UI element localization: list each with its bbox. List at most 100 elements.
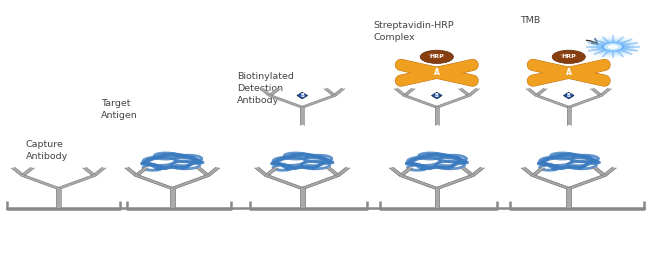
Polygon shape	[135, 175, 174, 189]
Polygon shape	[336, 167, 350, 176]
Circle shape	[425, 52, 448, 61]
Polygon shape	[259, 88, 272, 96]
Circle shape	[428, 53, 436, 56]
Circle shape	[604, 43, 622, 50]
Polygon shape	[56, 188, 61, 208]
Polygon shape	[521, 167, 535, 176]
Polygon shape	[268, 95, 304, 108]
Text: Streptavidin-HRP
Complex: Streptavidin-HRP Complex	[374, 21, 454, 42]
Polygon shape	[135, 167, 148, 176]
Polygon shape	[300, 188, 304, 208]
Polygon shape	[403, 95, 438, 108]
Polygon shape	[399, 167, 413, 176]
Text: HRP: HRP	[430, 54, 444, 59]
Polygon shape	[171, 175, 209, 189]
Polygon shape	[603, 167, 616, 176]
Polygon shape	[265, 167, 278, 176]
Polygon shape	[531, 167, 545, 176]
Polygon shape	[297, 92, 307, 99]
Polygon shape	[300, 107, 304, 125]
Polygon shape	[196, 167, 210, 176]
Circle shape	[560, 53, 568, 56]
Circle shape	[596, 40, 630, 54]
Polygon shape	[458, 88, 471, 96]
Polygon shape	[526, 88, 538, 96]
Text: Target
Antigen: Target Antigen	[101, 99, 138, 120]
Polygon shape	[532, 175, 570, 189]
Polygon shape	[170, 188, 174, 208]
Polygon shape	[326, 167, 340, 176]
Polygon shape	[567, 107, 571, 125]
Polygon shape	[599, 88, 612, 96]
Polygon shape	[461, 167, 474, 176]
Circle shape	[601, 42, 625, 51]
Polygon shape	[170, 188, 174, 208]
Polygon shape	[336, 167, 350, 176]
Text: B: B	[567, 93, 571, 98]
Polygon shape	[301, 175, 339, 189]
Circle shape	[608, 45, 618, 49]
Polygon shape	[564, 92, 574, 99]
Polygon shape	[403, 88, 415, 96]
Polygon shape	[21, 175, 60, 189]
Polygon shape	[436, 95, 471, 108]
Polygon shape	[471, 167, 484, 176]
Polygon shape	[265, 175, 304, 189]
Polygon shape	[125, 167, 138, 176]
Polygon shape	[593, 167, 606, 176]
Polygon shape	[467, 88, 480, 96]
Polygon shape	[300, 188, 304, 208]
Polygon shape	[436, 175, 474, 189]
Polygon shape	[535, 95, 570, 108]
Polygon shape	[301, 175, 339, 189]
Polygon shape	[535, 88, 547, 96]
Text: HRP: HRP	[562, 54, 576, 59]
Polygon shape	[135, 175, 174, 189]
Polygon shape	[21, 167, 34, 176]
Polygon shape	[567, 188, 571, 208]
Text: TMB: TMB	[520, 16, 540, 25]
Text: A: A	[566, 68, 572, 77]
Circle shape	[552, 50, 586, 63]
Polygon shape	[400, 175, 438, 189]
Polygon shape	[567, 175, 606, 189]
Polygon shape	[432, 92, 442, 99]
Polygon shape	[532, 175, 570, 189]
Polygon shape	[389, 167, 403, 176]
Polygon shape	[255, 167, 268, 176]
Polygon shape	[135, 167, 148, 176]
Polygon shape	[265, 175, 304, 189]
Polygon shape	[435, 188, 439, 208]
Polygon shape	[268, 88, 281, 96]
Polygon shape	[590, 88, 603, 96]
Circle shape	[421, 50, 454, 63]
Polygon shape	[603, 167, 616, 176]
Polygon shape	[399, 167, 413, 176]
Polygon shape	[255, 167, 268, 176]
Polygon shape	[324, 88, 336, 96]
Polygon shape	[206, 167, 220, 176]
Polygon shape	[435, 107, 439, 125]
Polygon shape	[265, 167, 278, 176]
Polygon shape	[567, 95, 603, 108]
Text: B: B	[435, 93, 439, 98]
Polygon shape	[83, 167, 96, 176]
Polygon shape	[171, 175, 209, 189]
Polygon shape	[567, 175, 606, 189]
Text: Biotinylated
Detection
Antibody: Biotinylated Detection Antibody	[237, 72, 294, 105]
Polygon shape	[125, 167, 138, 176]
Polygon shape	[326, 167, 340, 176]
Polygon shape	[461, 167, 474, 176]
Polygon shape	[593, 167, 606, 176]
Polygon shape	[196, 167, 210, 176]
Polygon shape	[531, 167, 545, 176]
Text: Capture
Antibody: Capture Antibody	[26, 140, 68, 161]
Polygon shape	[389, 167, 403, 176]
Polygon shape	[206, 167, 220, 176]
Polygon shape	[400, 175, 438, 189]
Circle shape	[557, 52, 580, 61]
Polygon shape	[92, 167, 106, 176]
Polygon shape	[471, 167, 484, 176]
Polygon shape	[394, 88, 406, 96]
Polygon shape	[57, 175, 96, 189]
